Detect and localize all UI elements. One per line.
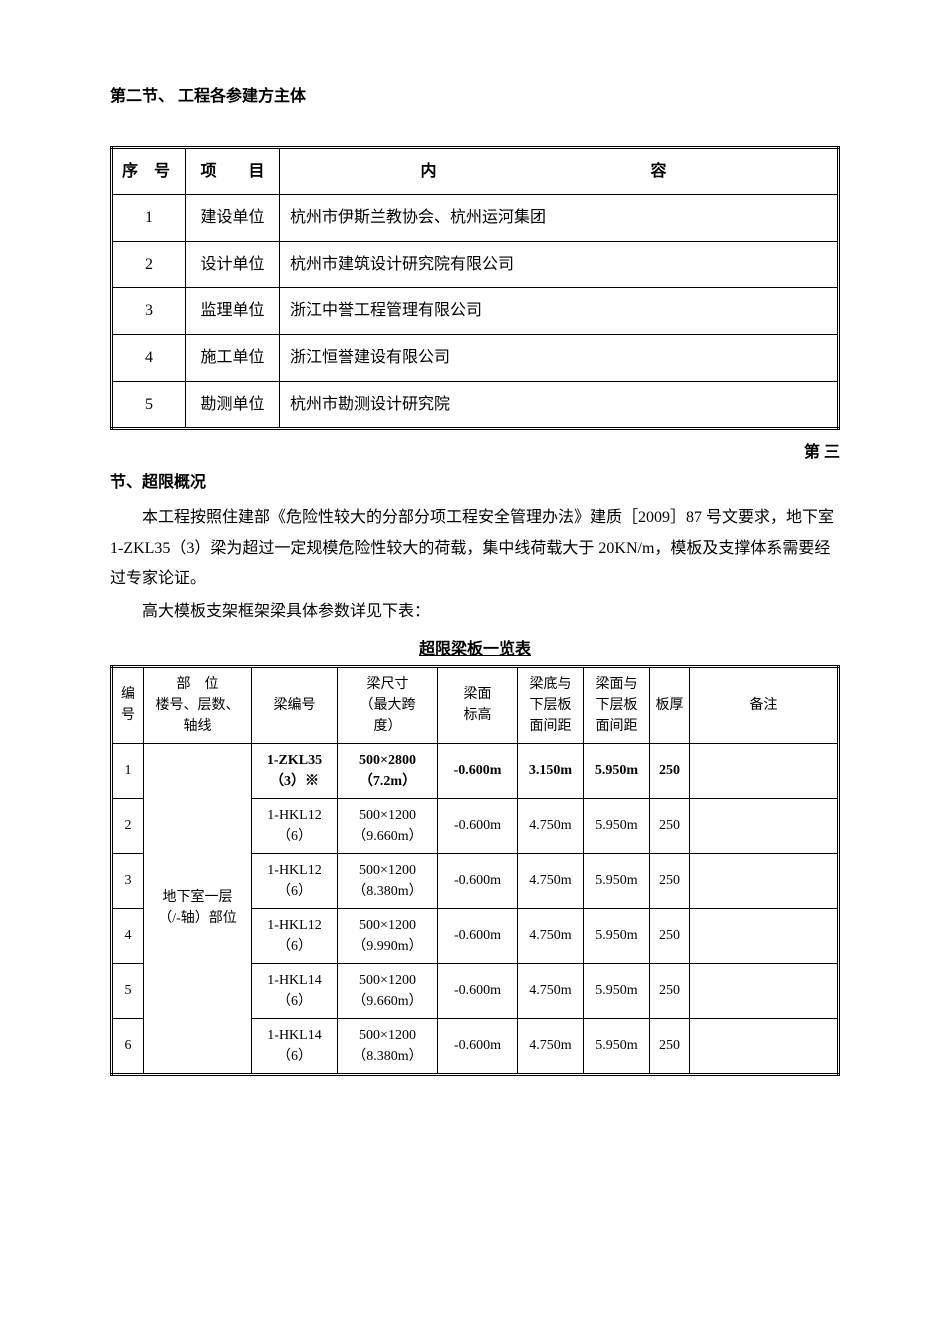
t2-g2: 5.950m [584,853,650,908]
t1-cell: 施工单位 [186,334,280,381]
t2-lev: -0.600m [438,798,518,853]
t1-cell: 4 [112,334,186,381]
t2-g2: 5.950m [584,1018,650,1074]
section-3-title: 节、超限概况 [110,474,206,491]
t2-g1: 4.750m [518,963,584,1018]
participants-table: 序 号 项 目 内 容 1建设单位杭州市伊斯兰教协会、杭州运河集团2设计单位杭州… [110,146,840,431]
t2-beam: 1-HKL14（6） [252,1018,338,1074]
t2-thk: 250 [650,908,690,963]
t2-beam: 1-HKL14（6） [252,963,338,1018]
t2-idx: 5 [112,963,144,1018]
t2-thk: 250 [650,963,690,1018]
t2-header: 备注 [690,666,839,743]
t2-thk: 250 [650,798,690,853]
t2-g1: 3.150m [518,743,584,798]
t2-idx: 2 [112,798,144,853]
t1-cell: 2 [112,241,186,288]
t2-size: 500×1200（9.660m） [338,798,438,853]
t2-lev: -0.600m [438,743,518,798]
t1-cell: 杭州市伊斯兰教协会、杭州运河集团 [280,195,839,242]
t1-cell: 设计单位 [186,241,280,288]
t1-cell: 5 [112,381,186,429]
t2-lev: -0.600m [438,1018,518,1074]
t1-cell: 监理单位 [186,288,280,335]
t2-rem [690,963,839,1018]
t2-g2: 5.950m [584,908,650,963]
t1-cell: 勘测单位 [186,381,280,429]
t2-size: 500×1200（8.380m） [338,1018,438,1074]
t2-idx: 6 [112,1018,144,1074]
t2-lev: -0.600m [438,853,518,908]
t1-header-item: 项 目 [186,147,280,195]
t2-size: 500×1200（9.990m） [338,908,438,963]
t2-size: 500×1200（8.380m） [338,853,438,908]
t1-cell: 浙江中誉工程管理有限公司 [280,288,839,335]
beam-table-caption: 超限梁板一览表 [110,637,840,663]
t2-header: 梁面与下层板面间距 [584,666,650,743]
t2-thk: 250 [650,743,690,798]
t1-cell: 浙江恒誉建设有限公司 [280,334,839,381]
t2-idx: 3 [112,853,144,908]
t2-thk: 250 [650,853,690,908]
t2-rem [690,798,839,853]
trailing-section-marker: 第 三 [110,440,840,466]
t2-size: 500×2800（7.2m） [338,743,438,798]
t2-rem [690,853,839,908]
overview-paragraph-2: 高大模板支架框架梁具体参数详见下表： [110,597,840,627]
t2-header: 梁尺寸（最大跨度） [338,666,438,743]
t2-rem [690,908,839,963]
t2-rem [690,1018,839,1074]
t2-thk: 250 [650,1018,690,1074]
t2-beam: 1-ZKL35（3）※ [252,743,338,798]
beam-overlimit-table: 编号部 位楼号、层数、轴线梁编号梁尺寸（最大跨度）梁面标高梁底与下层板面间距梁面… [110,665,840,1076]
t1-cell: 3 [112,288,186,335]
t2-rem [690,743,839,798]
t2-beam: 1-HKL12（6） [252,798,338,853]
t2-g2: 5.950m [584,963,650,1018]
t2-beam: 1-HKL12（6） [252,853,338,908]
t2-lev: -0.600m [438,963,518,1018]
t2-header: 部 位楼号、层数、轴线 [144,666,252,743]
t2-g1: 4.750m [518,1018,584,1074]
t1-header-content: 内 容 [280,147,839,195]
t2-idx: 4 [112,908,144,963]
t1-cell: 杭州市建筑设计研究院有限公司 [280,241,839,288]
t2-g2: 5.950m [584,743,650,798]
t2-header: 梁面标高 [438,666,518,743]
t2-header: 梁底与下层板面间距 [518,666,584,743]
t2-g2: 5.950m [584,798,650,853]
t2-g1: 4.750m [518,798,584,853]
t1-cell: 建设单位 [186,195,280,242]
section-2-title: 第二节、 工程各参建方主体 [110,84,840,110]
t1-header-seq: 序 号 [112,147,186,195]
t2-header: 编号 [112,666,144,743]
t2-idx: 1 [112,743,144,798]
t1-cell: 杭州市勘测设计研究院 [280,381,839,429]
t2-header: 板厚 [650,666,690,743]
t2-location: 地下室一层（/-轴）部位 [144,743,252,1074]
t2-g1: 4.750m [518,908,584,963]
t2-lev: -0.600m [438,908,518,963]
t2-g1: 4.750m [518,853,584,908]
t2-size: 500×1200（9.660m） [338,963,438,1018]
overview-paragraph-1: 本工程按照住建部《危险性较大的分部分项工程安全管理办法》建质［2009］87 号… [110,503,840,594]
t1-cell: 1 [112,195,186,242]
t2-header: 梁编号 [252,666,338,743]
t2-beam: 1-HKL12（6） [252,908,338,963]
